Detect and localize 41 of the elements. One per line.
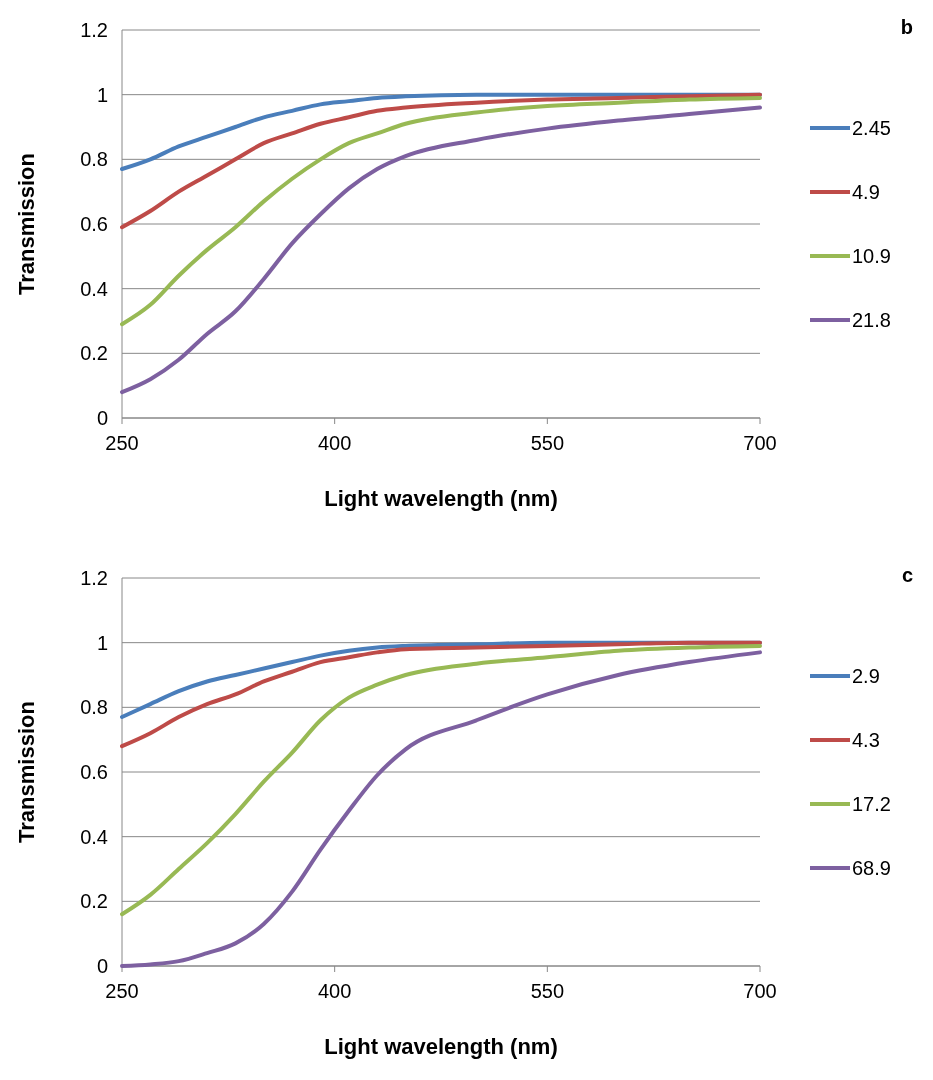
y-tick-label: 0.4 <box>80 277 108 300</box>
y-tick-label: 1.2 <box>80 19 108 41</box>
x-axis-title: Light wavelength (nm) <box>324 486 558 511</box>
x-axis-title: Light wavelength (nm) <box>324 1034 558 1059</box>
y-tick-label: 0.6 <box>80 213 108 235</box>
legend-label: 10.9 <box>852 245 891 267</box>
y-tick-label: 0.2 <box>80 890 108 913</box>
legend-label: 4.9 <box>852 181 880 203</box>
y-axis-title: Transmission <box>14 701 39 843</box>
line-series <box>120 105 762 395</box>
y-tick-label: 1 <box>96 631 108 654</box>
x-tick-label: 400 <box>317 432 352 454</box>
y-tick-label: 1 <box>96 83 108 106</box>
text: b <box>900 16 913 38</box>
text: c <box>901 564 913 586</box>
x-tick-label: 400 <box>317 980 352 1002</box>
y-tick-label: 0 <box>96 955 108 977</box>
legend-label: 2.45 <box>852 117 891 139</box>
line-series <box>120 95 762 327</box>
line-series <box>120 643 762 917</box>
y-tick-label: 0.6 <box>80 761 108 783</box>
x-tick-label: 550 <box>530 980 565 1002</box>
legend-label: 68.9 <box>852 857 891 879</box>
y-tick-label: 1.2 <box>80 567 108 589</box>
y-tick-label: 0.8 <box>80 148 108 171</box>
legend-label: 17.2 <box>852 793 891 815</box>
y-tick-label: 0.4 <box>80 825 108 848</box>
y-tick-label: 0.8 <box>80 696 108 719</box>
x-tick-label: 550 <box>530 432 565 454</box>
line-series <box>120 92 762 230</box>
y-axis-title: Transmission <box>14 153 39 295</box>
x-tick-label: 250 <box>105 432 139 454</box>
legend-label: 21.8 <box>852 309 891 331</box>
x-tick-label: 250 <box>105 980 139 1002</box>
y-tick-label: 0 <box>96 407 108 429</box>
x-tick-label: 700 <box>743 980 777 1002</box>
legend-label: 4.3 <box>852 729 880 751</box>
y-tick-label: 0.2 <box>80 342 108 365</box>
legend-label: 2.9 <box>852 665 880 687</box>
x-tick-label: 700 <box>743 432 777 454</box>
line-series <box>120 640 762 749</box>
